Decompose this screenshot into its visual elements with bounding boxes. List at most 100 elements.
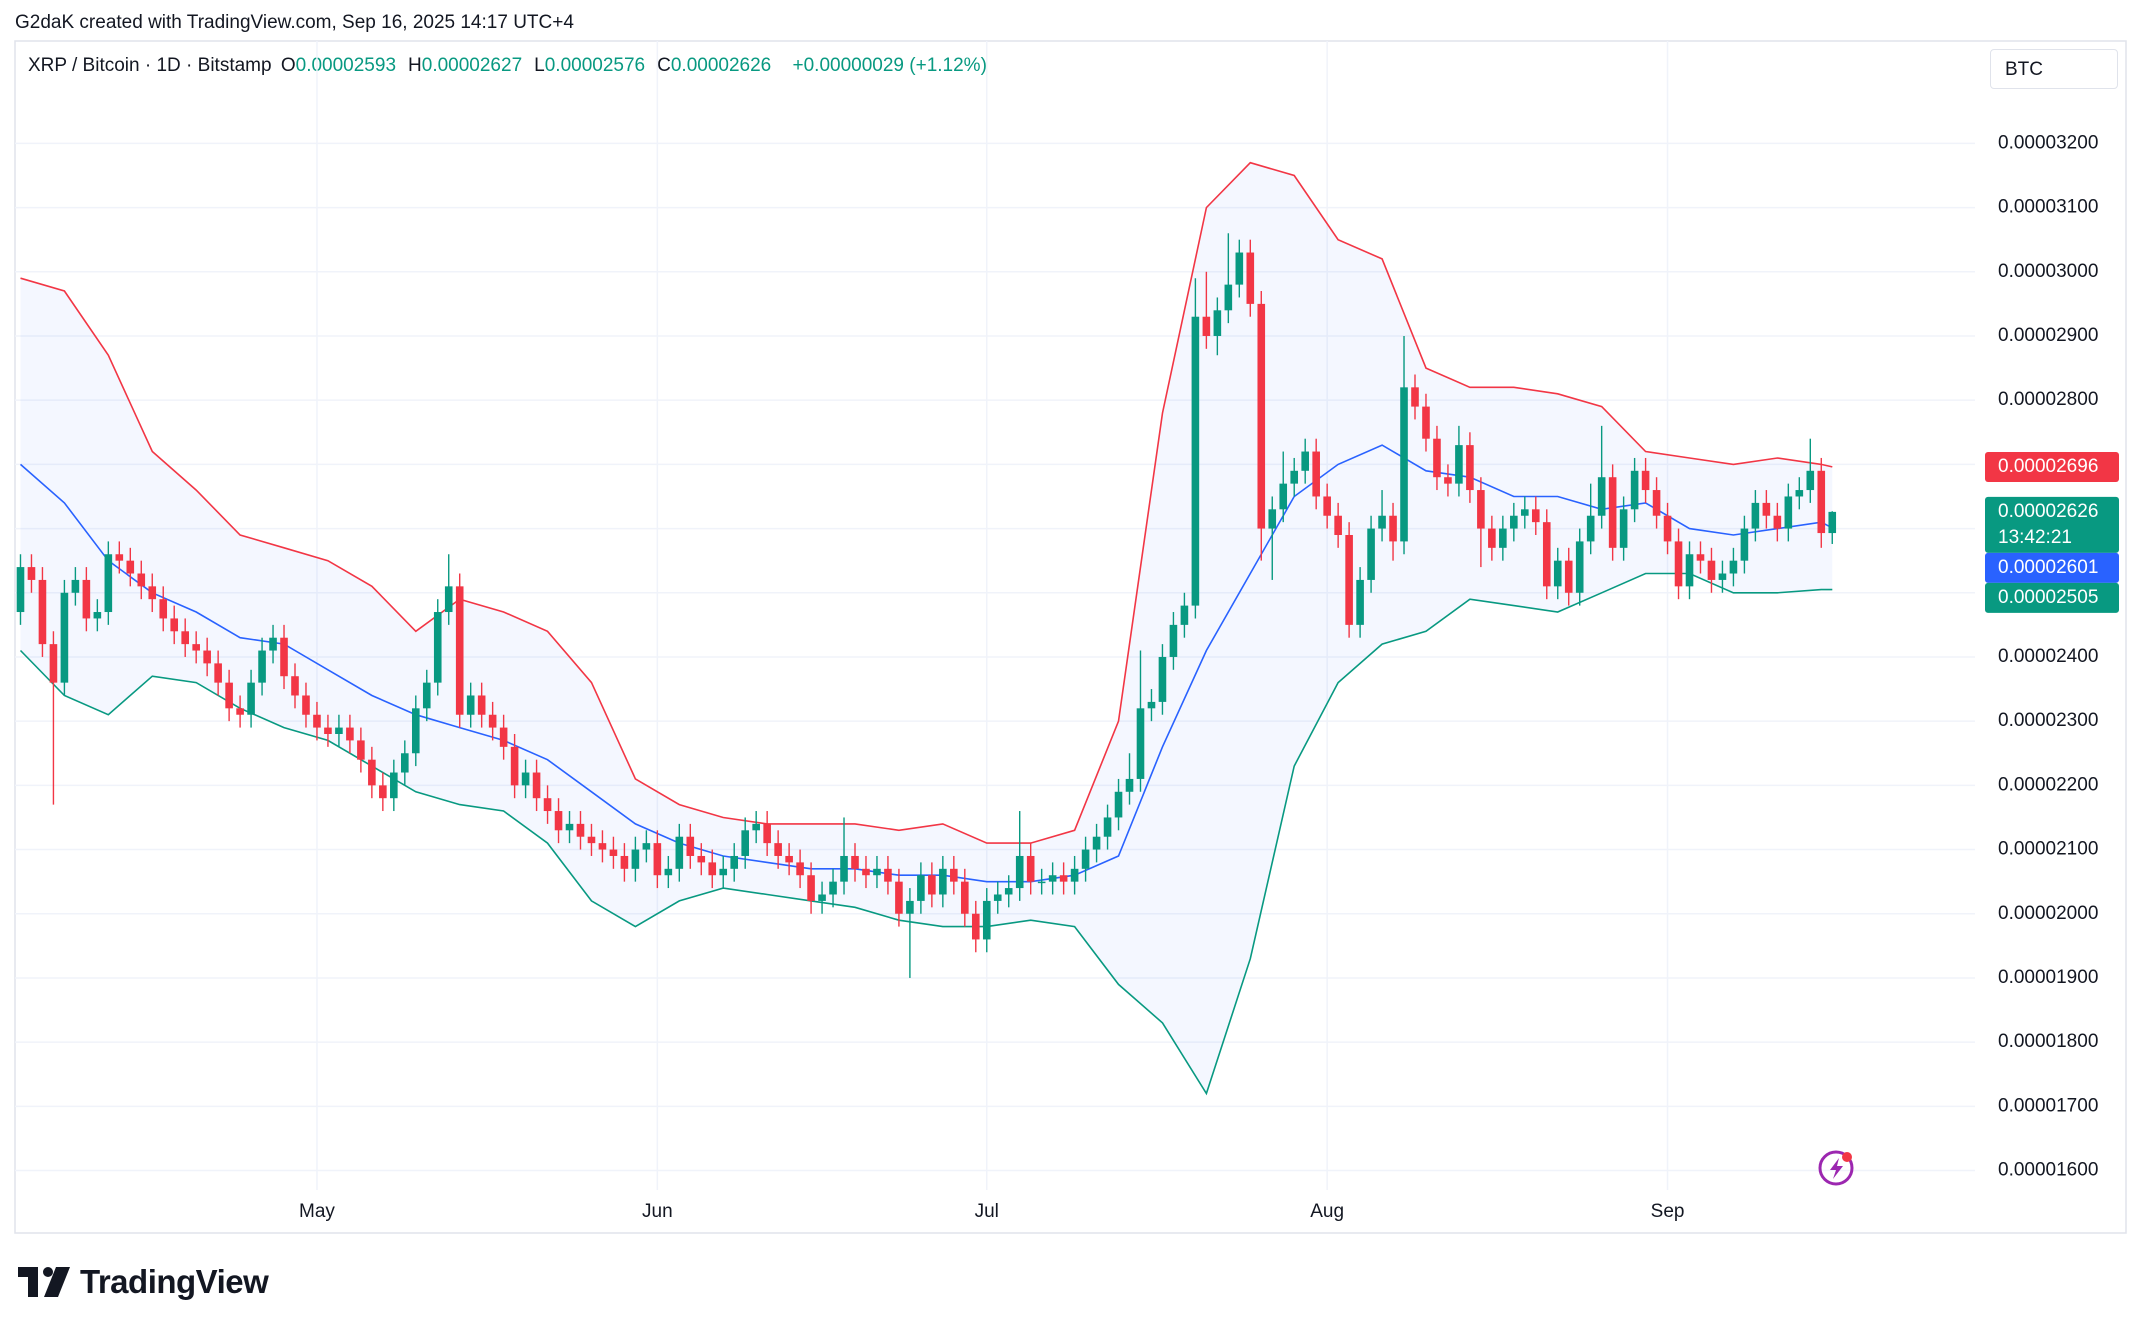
- candle-body: [444, 586, 453, 613]
- brand-logo: TradingView: [18, 1262, 269, 1302]
- y-tick-label: 0.00002300: [1998, 710, 2098, 731]
- x-tick-label: Sep: [1651, 1201, 1685, 1222]
- candle-body: [763, 823, 771, 844]
- candle-body: [1224, 284, 1233, 311]
- y-tick-label: 0.00001600: [1998, 1160, 2098, 1181]
- candle-body: [851, 855, 859, 869]
- candle-body: [906, 900, 914, 914]
- y-tick-label: 0.00001700: [1998, 1095, 2098, 1116]
- candle-body: [1795, 490, 1804, 497]
- candle-body: [1246, 252, 1255, 304]
- candle-body: [1180, 605, 1189, 625]
- price-marker-label: 0.00002601: [1998, 557, 2098, 578]
- band-fill: [20, 162, 1833, 1094]
- candle-body: [697, 855, 706, 863]
- currency-button[interactable]: BTC: [1990, 49, 2118, 89]
- ohlc-key: L: [534, 55, 545, 76]
- price-marker-label: 0.00002626: [1998, 501, 2098, 522]
- candle-body: [1367, 528, 1375, 580]
- candle-body: [708, 862, 717, 876]
- candle-body: [642, 843, 651, 850]
- candle-body: [1158, 656, 1167, 702]
- candle-body: [1531, 509, 1540, 523]
- lightning-icon[interactable]: [1818, 1150, 1854, 1186]
- candle-body: [1422, 406, 1430, 439]
- candle-body: [1257, 303, 1266, 529]
- candle-body: [1048, 875, 1057, 882]
- candle-body: [1356, 579, 1364, 625]
- candle-body: [554, 811, 563, 831]
- candle-body: [752, 823, 760, 831]
- candle-body: [1312, 451, 1320, 497]
- candle-body: [1466, 445, 1474, 491]
- bollinger-bands: [19, 161, 1833, 1096]
- candle-body: [1729, 560, 1738, 574]
- candle-body: [170, 618, 179, 632]
- x-tick-label: Aug: [1310, 1201, 1344, 1222]
- candle-body: [1345, 534, 1353, 625]
- candle-body: [939, 868, 947, 895]
- candles: [16, 233, 1837, 978]
- band-upper: [20, 161, 1833, 844]
- candle-body: [1773, 515, 1782, 529]
- candle-body: [1630, 470, 1639, 510]
- pane-border: [14, 40, 2127, 1234]
- candle-body: [543, 798, 552, 812]
- candle-body: [60, 592, 69, 683]
- candle-body: [477, 695, 486, 715]
- candle-body: [730, 855, 739, 869]
- candle-body: [1103, 817, 1112, 837]
- candle-body: [971, 913, 980, 940]
- candle-body: [1444, 477, 1452, 484]
- candle-body: [148, 586, 157, 600]
- candle-body: [840, 855, 848, 882]
- candle-body: [16, 567, 25, 613]
- candle-body: [1828, 511, 1837, 534]
- candle-body: [1213, 310, 1222, 336]
- logo-shape: [44, 1267, 70, 1297]
- price-marker: [1985, 582, 2119, 613]
- candle-body: [1125, 778, 1134, 792]
- candle-body: [675, 836, 684, 869]
- candle-body: [895, 881, 903, 914]
- candle-body: [258, 650, 266, 683]
- candle-body: [225, 682, 233, 709]
- candle-body: [236, 708, 244, 715]
- candle-body: [982, 900, 991, 940]
- x-tick-label: May: [299, 1201, 335, 1222]
- candle-body: [587, 836, 596, 844]
- candle-body: [82, 579, 91, 619]
- candle-body: [1334, 515, 1342, 535]
- candle-body: [357, 740, 365, 760]
- candle-body: [368, 759, 376, 786]
- candle-body: [1674, 541, 1683, 587]
- candle-body: [411, 708, 420, 754]
- logo-shape: [43, 1267, 53, 1277]
- y-tick-label: 0.00003000: [1998, 261, 2098, 282]
- price-marker-label: 0.00002505: [1998, 587, 2098, 608]
- candle-body: [1564, 560, 1573, 593]
- ohlc-key: C: [657, 55, 671, 76]
- y-tick-label: 0.00003200: [1998, 132, 2098, 153]
- candle-body: [1718, 573, 1727, 580]
- candle-body: [993, 894, 1002, 901]
- candle-body: [1652, 490, 1661, 516]
- candle-body: [1575, 541, 1584, 593]
- candle-body: [422, 682, 431, 709]
- candle-body: [1488, 528, 1496, 548]
- candle-body: [1015, 855, 1024, 889]
- candle-body: [71, 579, 80, 593]
- candle-body: [1378, 515, 1386, 529]
- candle-body: [93, 612, 102, 619]
- y-tick-label: 0.00002800: [1998, 389, 2098, 410]
- ohlc-value: 0.00002627: [421, 55, 523, 76]
- countdown: 13:42:21: [1998, 527, 2072, 548]
- candle-body: [1092, 836, 1101, 850]
- candle-body: [488, 714, 497, 728]
- candle-body: [950, 868, 958, 882]
- candle-body: [1301, 451, 1309, 471]
- candle-body: [1202, 316, 1211, 336]
- logo-shape: [18, 1267, 38, 1297]
- candle-body: [917, 875, 925, 901]
